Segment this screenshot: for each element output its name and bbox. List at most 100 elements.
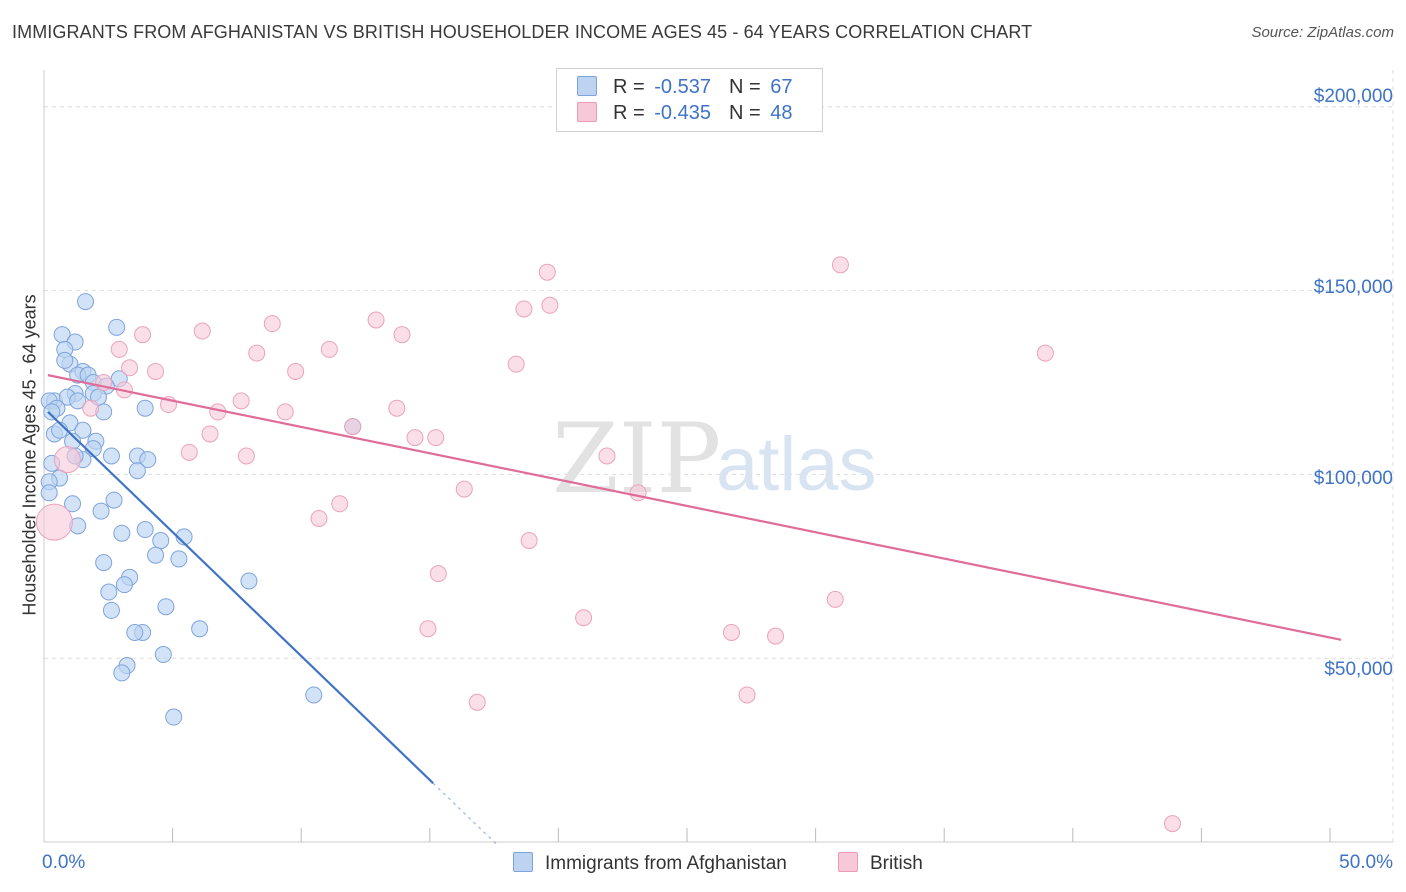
point-afghanistan-29: [102, 447, 120, 465]
point-afghanistan-38: [105, 491, 123, 509]
point-british-35: [629, 484, 647, 502]
point-afghanistan-20: [136, 399, 154, 417]
point-afghanistan-50: [240, 572, 258, 590]
point-british-11: [110, 340, 128, 358]
point-british-30: [427, 429, 445, 447]
point-british-14: [1036, 344, 1054, 362]
point-british-1: [53, 446, 81, 474]
legend-n-label: N =: [728, 76, 761, 98]
point-afghanistan-6: [56, 351, 74, 369]
point-british-32: [237, 447, 255, 465]
x-tick-label-max: 50.0%: [1339, 852, 1393, 873]
point-afghanistan-65: [51, 421, 69, 439]
point-british-3: [538, 263, 556, 281]
point-british-36: [331, 495, 349, 513]
series-afghanistan-points: [40, 293, 362, 726]
legend-row-afghanistan: R = -0.537 N = 67: [577, 76, 792, 100]
point-british-29: [406, 429, 424, 447]
point-afghanistan-39: [64, 495, 82, 513]
legend-row-british: R = -0.435 N = 48: [577, 102, 792, 126]
trend-lines: [47, 374, 1342, 847]
point-british-16: [121, 359, 139, 377]
point-afghanistan-57: [126, 623, 144, 641]
point-british-38: [520, 532, 538, 550]
legend-r-label: R =: [613, 102, 645, 124]
y-tick-label-200000: $200,000: [1313, 86, 1393, 107]
point-british-7: [263, 315, 281, 333]
point-afghanistan-21: [43, 403, 61, 421]
point-british-0: [35, 503, 73, 541]
trendline-afghanistan-extension: [432, 782, 499, 847]
trendline-british: [47, 374, 1342, 641]
point-british-12: [320, 340, 338, 358]
point-british-23: [82, 399, 100, 417]
legend-r-label: R =: [613, 76, 645, 98]
y-tick-label-100000: $100,000: [1313, 468, 1393, 489]
point-afghanistan-24: [74, 421, 92, 439]
point-british-47: [1163, 815, 1181, 833]
point-afghanistan-45: [152, 532, 170, 550]
point-british-40: [826, 590, 844, 608]
point-british-6: [367, 311, 385, 329]
point-british-27: [344, 418, 362, 436]
point-british-13: [248, 344, 266, 362]
point-british-15: [507, 355, 525, 373]
point-afghanistan-54: [102, 601, 120, 619]
point-british-2: [831, 256, 849, 274]
legend-r-value-afghanistan: -0.537: [654, 76, 711, 98]
point-british-46: [468, 693, 486, 711]
point-british-33: [598, 447, 616, 465]
bottom-legend-label-british: British: [870, 853, 923, 874]
point-british-5: [515, 300, 533, 318]
legend-r-value-british: -0.435: [654, 102, 711, 124]
point-british-8: [193, 322, 211, 340]
point-british-41: [575, 609, 593, 627]
point-afghanistan-31: [139, 451, 157, 469]
trendline-afghanistan: [47, 411, 434, 784]
point-british-34: [455, 480, 473, 498]
x-tick-label-min: 0.0%: [42, 852, 86, 873]
point-british-42: [419, 620, 437, 638]
point-afghanistan-52: [100, 583, 118, 601]
point-afghanistan-60: [113, 664, 131, 682]
point-afghanistan-37: [40, 484, 58, 502]
point-british-17: [147, 362, 165, 380]
correlation-legend: R = -0.537 N = 67 R = -0.435 N = 48: [556, 68, 823, 132]
chart-source: Source: ZipAtlas.com: [1251, 24, 1394, 41]
bottom-legend-label-afghanistan: Immigrants from Afghanistan: [545, 853, 787, 874]
point-afghanistan-61: [305, 686, 323, 704]
bottom-legend-swatch-british: [838, 852, 858, 872]
point-british-4: [541, 296, 559, 314]
point-afghanistan-42: [136, 521, 154, 539]
point-afghanistan-18: [69, 392, 87, 410]
point-british-10: [393, 326, 411, 344]
axis-layer: [43, 70, 1393, 843]
point-british-37: [310, 509, 328, 527]
point-afghanistan-0: [77, 293, 95, 311]
point-british-28: [201, 425, 219, 443]
legend-swatch-british: [577, 102, 597, 122]
bottom-legend-british: British: [838, 852, 923, 875]
point-afghanistan-55: [191, 620, 209, 638]
point-afghanistan-1: [108, 318, 126, 336]
point-afghanistan-40: [92, 502, 110, 520]
point-afghanistan-53: [157, 598, 175, 616]
point-british-44: [767, 627, 785, 645]
point-afghanistan-58: [154, 646, 172, 664]
point-afghanistan-46: [147, 546, 165, 564]
bottom-legend-swatch-afghanistan: [513, 852, 533, 872]
point-british-45: [738, 686, 756, 704]
point-british-18: [287, 362, 305, 380]
legend-n-value-british: 48: [770, 102, 793, 124]
legend-n-label: N =: [728, 102, 761, 124]
legend-n-value-afghanistan: 67: [770, 76, 793, 98]
bottom-legend-afghanistan: Immigrants from Afghanistan: [513, 852, 787, 875]
point-afghanistan-43: [113, 524, 131, 542]
point-british-21: [232, 392, 250, 410]
y-tick-label-50000: $50,000: [1324, 659, 1393, 680]
point-british-24: [388, 399, 406, 417]
chart-title: IMMIGRANTS FROM AFGHANISTAN VS BRITISH H…: [12, 22, 1033, 42]
y-axis-title: Householder Income Ages 45 - 64 years: [19, 294, 40, 616]
point-british-39: [429, 565, 447, 583]
